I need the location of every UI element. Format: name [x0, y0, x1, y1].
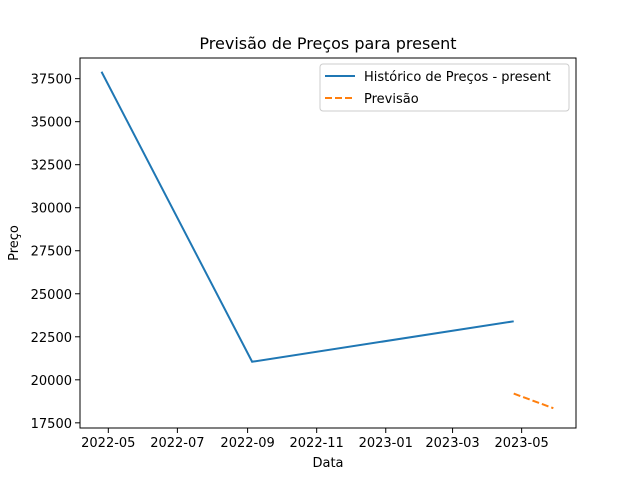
legend-label-history: Histórico de Preços - present — [364, 70, 551, 85]
series-lines — [100, 71, 554, 410]
x-tick-label: 2023-05 — [494, 436, 548, 451]
series-line-history — [100, 71, 514, 363]
x-tick-label: 2022-09 — [220, 436, 274, 451]
plot-frame — [79, 57, 577, 429]
x-tick-label: 2022-05 — [81, 436, 135, 451]
y-tick-label: 27500 — [31, 245, 72, 260]
series-line-forecast — [513, 392, 554, 410]
y-axis: 17500 20000 22500 25000 27500 30000 32500 35000… — [31, 73, 80, 432]
x-axis: 2022-05 2022-07 2022-09 2022-11 2023-01 2023-… — [81, 428, 549, 451]
x-tick-label: 2023-01 — [359, 436, 413, 451]
x-tick-label: 2022-11 — [290, 436, 344, 451]
x-tick-label: 2022-07 — [150, 436, 204, 451]
legend-box — [319, 63, 570, 112]
x-axis-title: Data — [312, 456, 343, 471]
y-tick-label: 35000 — [31, 116, 72, 131]
x-tick-label: 2023-03 — [425, 436, 479, 451]
y-tick-label: 30000 — [31, 202, 72, 217]
chart-title: Previsão de Preços para present — [199, 34, 456, 53]
y-tick-label: 22500 — [31, 331, 72, 346]
legend-label-forecast: Previsão — [364, 92, 419, 107]
y-tick-label: 17500 — [31, 417, 72, 432]
legend: Histórico de Preços - present Previsão — [319, 63, 570, 112]
y-tick-label: 25000 — [31, 288, 72, 303]
y-tick-label: 20000 — [31, 374, 72, 389]
y-tick-label: 37500 — [31, 73, 72, 88]
y-tick-label: 32500 — [31, 159, 72, 174]
y-axis-title: Preço — [7, 225, 22, 261]
